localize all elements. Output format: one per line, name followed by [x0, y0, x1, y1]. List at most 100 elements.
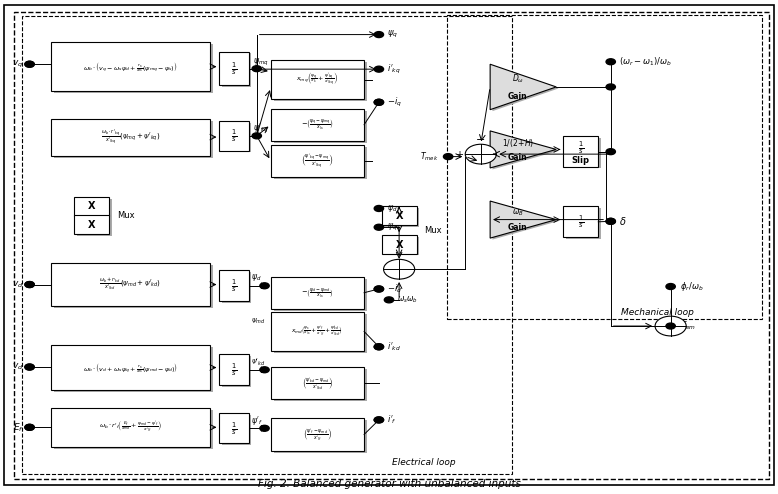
FancyBboxPatch shape — [219, 270, 249, 301]
Circle shape — [384, 259, 415, 279]
FancyBboxPatch shape — [274, 147, 367, 179]
Circle shape — [465, 144, 496, 164]
Circle shape — [25, 282, 34, 288]
FancyBboxPatch shape — [274, 314, 367, 353]
Text: $v_d$: $v_d$ — [12, 279, 23, 290]
FancyBboxPatch shape — [51, 408, 210, 447]
Text: $\psi_q$: $\psi_q$ — [387, 29, 398, 40]
Circle shape — [655, 316, 686, 336]
FancyBboxPatch shape — [271, 418, 364, 451]
Text: $\left(\frac{\psi'_f-\psi_{md}}{x'_{lf}}\right)$: $\left(\frac{\psi'_f-\psi_{md}}{x'_{lf}}… — [303, 426, 332, 443]
Text: $D_{\omega}$: $D_{\omega}$ — [512, 73, 524, 85]
Circle shape — [374, 417, 384, 423]
Text: $T_{mek}$: $T_{mek}$ — [419, 150, 438, 163]
FancyBboxPatch shape — [51, 119, 210, 156]
Circle shape — [374, 206, 384, 211]
FancyBboxPatch shape — [274, 111, 367, 143]
Circle shape — [374, 286, 384, 292]
Text: Gain: Gain — [508, 223, 527, 232]
Text: $\omega_b\cdot r'_f\left(\frac{E_f}{x_{md}}+\frac{\psi_{md}-\psi'_f}{x'_{lf}}\ri: $\omega_b\cdot r'_f\left(\frac{E_f}{x_{m… — [99, 420, 162, 434]
FancyBboxPatch shape — [563, 206, 598, 237]
Text: $\frac{\omega_b+r'_{kd}}{x'_{lkd}}(\psi_{md}+\psi'_{kd})$: $\frac{\omega_b+r'_{kd}}{x'_{lkd}}(\psi_… — [100, 277, 161, 292]
Circle shape — [374, 286, 384, 292]
Circle shape — [606, 149, 615, 155]
Text: $-\left(\frac{\psi_q-\psi_{mq}}{x_{ls}}\right)$: $-\left(\frac{\psi_q-\psi_{mq}}{x_{ls}}\… — [301, 118, 334, 132]
Text: Slip: Slip — [572, 156, 590, 165]
Circle shape — [666, 284, 675, 289]
Text: $\frac{1}{s}$: $\frac{1}{s}$ — [231, 60, 237, 77]
Circle shape — [374, 99, 384, 105]
Circle shape — [606, 59, 615, 65]
Text: X: X — [395, 211, 403, 221]
Text: Fig. 2. Balanced generator with unbalanced inputs: Fig. 2. Balanced generator with unbalanc… — [258, 479, 520, 489]
Text: $\omega_s\omega_b$: $\omega_s\omega_b$ — [397, 294, 418, 305]
Circle shape — [260, 367, 269, 373]
Text: $\psi_{q\!\downarrow}$: $\psi_{q\!\downarrow}$ — [387, 222, 401, 233]
Text: Electrical loop: Electrical loop — [392, 458, 456, 467]
Text: $\psi_{md}$: $\psi_{md}$ — [251, 317, 266, 327]
FancyBboxPatch shape — [271, 60, 364, 99]
Text: $\frac{1}{s}$: $\frac{1}{s}$ — [231, 420, 237, 437]
Text: $-$: $-$ — [475, 133, 485, 143]
FancyBboxPatch shape — [219, 413, 249, 443]
Text: $\omega_b\cdot\left(v_d+\omega_s\psi_q+\frac{r_s}{x_{ls}}(\psi_{md}-\psi_d)\righ: $\omega_b\cdot\left(v_d+\omega_s\psi_q+\… — [82, 361, 178, 374]
FancyBboxPatch shape — [76, 199, 112, 217]
Polygon shape — [492, 66, 559, 111]
FancyBboxPatch shape — [381, 235, 417, 254]
Circle shape — [252, 133, 261, 139]
Text: $\psi_d$: $\psi_d$ — [251, 273, 261, 284]
Text: $-i_d$: $-i_d$ — [387, 283, 401, 295]
FancyBboxPatch shape — [222, 53, 251, 87]
FancyBboxPatch shape — [566, 138, 601, 168]
FancyBboxPatch shape — [222, 272, 251, 303]
Circle shape — [606, 218, 615, 224]
Text: $\psi'_{kd}$: $\psi'_{kd}$ — [251, 356, 266, 368]
Text: $x_{mq}\left(\frac{\psi_q}{x_{ls}}+\frac{\psi'_{kq}}{x'_{lkq}}\right)$: $x_{mq}\left(\frac{\psi_q}{x_{ls}}+\frac… — [296, 71, 338, 88]
Text: Mechanical loop: Mechanical loop — [621, 308, 694, 317]
Text: $\psi'_{kq}$: $\psi'_{kq}$ — [253, 122, 268, 135]
Text: $T_{em}$: $T_{em}$ — [680, 320, 696, 332]
Text: $\left(\frac{\psi'_{kq}-\psi_{mq}}{x'_{lkq}}\right)$: $\left(\frac{\psi'_{kq}-\psi_{mq}}{x'_{l… — [301, 152, 334, 169]
Text: $\phi_r/\omega_b$: $\phi_r/\omega_b$ — [680, 280, 703, 293]
Text: Mux: Mux — [117, 211, 135, 220]
FancyBboxPatch shape — [54, 410, 213, 449]
Text: X: X — [395, 240, 403, 249]
Circle shape — [252, 66, 261, 72]
FancyBboxPatch shape — [54, 347, 213, 392]
Text: $1/(2\!+\!H)$: $1/(2\!+\!H)$ — [502, 137, 534, 149]
Circle shape — [374, 344, 384, 350]
FancyBboxPatch shape — [75, 215, 109, 234]
FancyBboxPatch shape — [54, 121, 213, 158]
Circle shape — [606, 218, 615, 224]
FancyBboxPatch shape — [271, 312, 364, 351]
Polygon shape — [492, 203, 559, 240]
Text: $-i_q$: $-i_q$ — [387, 96, 401, 109]
FancyBboxPatch shape — [271, 367, 364, 399]
Text: X: X — [88, 220, 96, 230]
Text: $v_q$: $v_q$ — [12, 59, 23, 70]
Text: $\frac{1}{s}$: $\frac{1}{s}$ — [231, 127, 237, 144]
Circle shape — [374, 99, 384, 105]
Circle shape — [374, 224, 384, 230]
Circle shape — [25, 364, 34, 370]
Text: $\delta$: $\delta$ — [619, 215, 626, 227]
FancyBboxPatch shape — [51, 263, 210, 306]
Text: X: X — [88, 202, 96, 211]
FancyBboxPatch shape — [271, 277, 364, 309]
Polygon shape — [490, 201, 556, 238]
Circle shape — [374, 32, 384, 38]
Text: $E_f$: $E_f$ — [12, 421, 23, 434]
Circle shape — [25, 424, 34, 430]
Text: $\omega_b\cdot\left(v_q-\omega_s\psi_d+\frac{r_s}{x_{ls}}(\psi_{mq}-\psi_s)\righ: $\omega_b\cdot\left(v_q-\omega_s\psi_d+\… — [83, 60, 177, 74]
Circle shape — [25, 364, 34, 370]
Text: $\psi_{d\!\uparrow}$: $\psi_{d\!\uparrow}$ — [387, 203, 401, 214]
Circle shape — [260, 425, 269, 431]
FancyBboxPatch shape — [271, 145, 364, 177]
Text: $+$: $+$ — [454, 149, 464, 160]
Circle shape — [606, 84, 615, 90]
Circle shape — [25, 282, 34, 288]
Text: $\psi_{mq}$: $\psi_{mq}$ — [253, 57, 268, 68]
FancyBboxPatch shape — [219, 354, 249, 385]
FancyBboxPatch shape — [384, 208, 419, 227]
Text: $\frac{1}{s}$: $\frac{1}{s}$ — [231, 361, 237, 378]
